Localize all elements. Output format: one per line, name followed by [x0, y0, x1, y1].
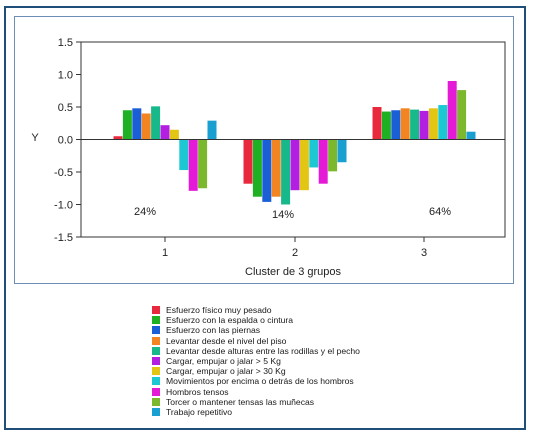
x-axis-label: Cluster de 3 grupos — [245, 266, 341, 278]
y-ticks-group: -1.5 -1.0 -0.5 0.0 0.5 1.0 1.5 — [54, 37, 81, 244]
x-tick-label: 1 — [162, 247, 168, 259]
legend-label: Cargar, empujar o jalar > 30 Kg — [166, 366, 286, 377]
y-tick-label: 1.0 — [58, 70, 73, 82]
y-tick-label: -0.5 — [54, 167, 73, 179]
x-tick-label: 2 — [292, 247, 298, 259]
bar-4-cluster-1 — [141, 113, 151, 140]
y-tick-label: -1.5 — [54, 232, 73, 244]
bar-7-cluster-3 — [428, 108, 438, 140]
bar-1-cluster-1 — [113, 136, 123, 140]
legend-item: Levantar desde alturas entre las rodilla… — [152, 346, 360, 356]
bar-6-cluster-2 — [290, 139, 300, 191]
bar-5-cluster-2 — [281, 139, 291, 205]
figure-frame: -1.5 -1.0 -0.5 0.0 0.5 1.0 1.5 1 2 3 24% 14% 64% Y… — [4, 6, 526, 430]
bar-chart: -1.5 -1.0 -0.5 0.0 0.5 1.0 1.5 1 2 3 24% 14% 64% Y… — [31, 37, 506, 278]
bar-7-cluster-1 — [169, 129, 179, 140]
legend-swatch — [152, 367, 160, 376]
legend-label: Esfuerzo físico muy pesado — [166, 305, 272, 316]
legend-label: Torcer o mantener tensas las muñecas — [166, 396, 315, 407]
bar-10-cluster-2 — [328, 139, 338, 172]
y-tick-label: 1.5 — [58, 37, 73, 49]
bar-3-cluster-2 — [262, 139, 272, 202]
annotations-group: 24% 14% 64% — [134, 206, 451, 221]
legend-swatch — [152, 326, 160, 335]
legend-item: Movimientos por encima o detrás de los h… — [152, 376, 360, 386]
bar-5-cluster-3 — [410, 109, 420, 140]
bar-2-cluster-3 — [381, 111, 391, 140]
cluster-percentage-label: 14% — [272, 209, 294, 221]
legend-label: Esfuerzo con las piernas — [166, 325, 261, 336]
bar-11-cluster-3 — [466, 131, 476, 140]
cluster-percentage-label: 64% — [429, 206, 451, 218]
plot-panel: -1.5 -1.0 -0.5 0.0 0.5 1.0 1.5 1 2 3 24% 14% 64% Y… — [14, 16, 514, 284]
bar-3-cluster-1 — [132, 108, 142, 140]
bar-10-cluster-1 — [198, 139, 208, 189]
legend-label: Esfuerzo con la espalda o cintura — [166, 315, 294, 326]
legend-swatch — [152, 397, 160, 406]
bar-6-cluster-1 — [160, 125, 170, 140]
legend-label: Movimientos por encima o detrás de los h… — [166, 376, 354, 387]
bars-group — [113, 81, 476, 205]
legend-item: Hombros tensos — [152, 387, 360, 397]
bar-8-cluster-3 — [438, 105, 448, 140]
bar-1-cluster-2 — [243, 139, 253, 184]
bar-2-cluster-1 — [122, 110, 132, 140]
bar-9-cluster-3 — [447, 81, 457, 140]
bar-11-cluster-1 — [207, 120, 217, 140]
legend-item: Cargar, empujar o jalar > 5 Kg — [152, 356, 360, 366]
legend-item: Esfuerzo físico muy pesado — [152, 305, 360, 315]
legend-label: Hombros tensos — [166, 386, 229, 397]
y-tick-label: 0.5 — [58, 102, 73, 114]
bar-1-cluster-3 — [372, 107, 382, 140]
legend-item: Esfuerzo con la espalda o cintura — [152, 315, 360, 325]
bar-8-cluster-1 — [179, 139, 189, 171]
legend-swatch — [152, 346, 160, 355]
bar-7-cluster-2 — [299, 139, 309, 191]
legend-swatch — [152, 407, 160, 416]
legend: Esfuerzo físico muy pesado Esfuerzo con l… — [152, 305, 360, 417]
bar-10-cluster-3 — [457, 90, 467, 140]
legend-item: Cargar, empujar o jalar > 30 Kg — [152, 366, 360, 376]
legend-label: Levantar desde alturas entre las rodilla… — [166, 345, 360, 356]
bar-9-cluster-2 — [318, 139, 328, 184]
legend-item: Torcer o mantener tensas las muñecas — [152, 397, 360, 407]
y-axis-label: Y — [31, 132, 39, 144]
bar-5-cluster-1 — [151, 106, 161, 140]
legend-item: Levantar desde el nivel del piso — [152, 336, 360, 346]
bar-11-cluster-2 — [337, 139, 347, 163]
y-tick-label: -1.0 — [54, 200, 73, 212]
bar-9-cluster-1 — [188, 139, 198, 191]
legend-swatch — [152, 357, 160, 366]
legend-label: Trabajo repetitivo — [166, 406, 233, 417]
bar-4-cluster-2 — [271, 139, 281, 197]
legend-swatch — [152, 387, 160, 396]
legend-label: Cargar, empujar o jalar > 5 Kg — [166, 356, 281, 367]
bar-3-cluster-3 — [391, 110, 401, 140]
bar-4-cluster-3 — [400, 108, 410, 140]
legend-item: Esfuerzo con las piernas — [152, 325, 360, 335]
legend-swatch — [152, 316, 160, 325]
legend-swatch — [152, 377, 160, 386]
legend-item: Trabajo repetitivo — [152, 407, 360, 417]
legend-swatch — [152, 306, 160, 315]
cluster-percentage-label: 24% — [134, 206, 156, 218]
x-ticks-group: 1 2 3 — [162, 237, 427, 259]
legend-swatch — [152, 336, 160, 345]
bar-8-cluster-2 — [309, 139, 319, 168]
y-tick-label: 0.0 — [58, 135, 73, 147]
bar-2-cluster-2 — [252, 139, 262, 197]
x-tick-label: 3 — [421, 247, 427, 259]
bar-6-cluster-3 — [419, 110, 429, 140]
legend-label: Levantar desde el nivel del piso — [166, 335, 287, 346]
